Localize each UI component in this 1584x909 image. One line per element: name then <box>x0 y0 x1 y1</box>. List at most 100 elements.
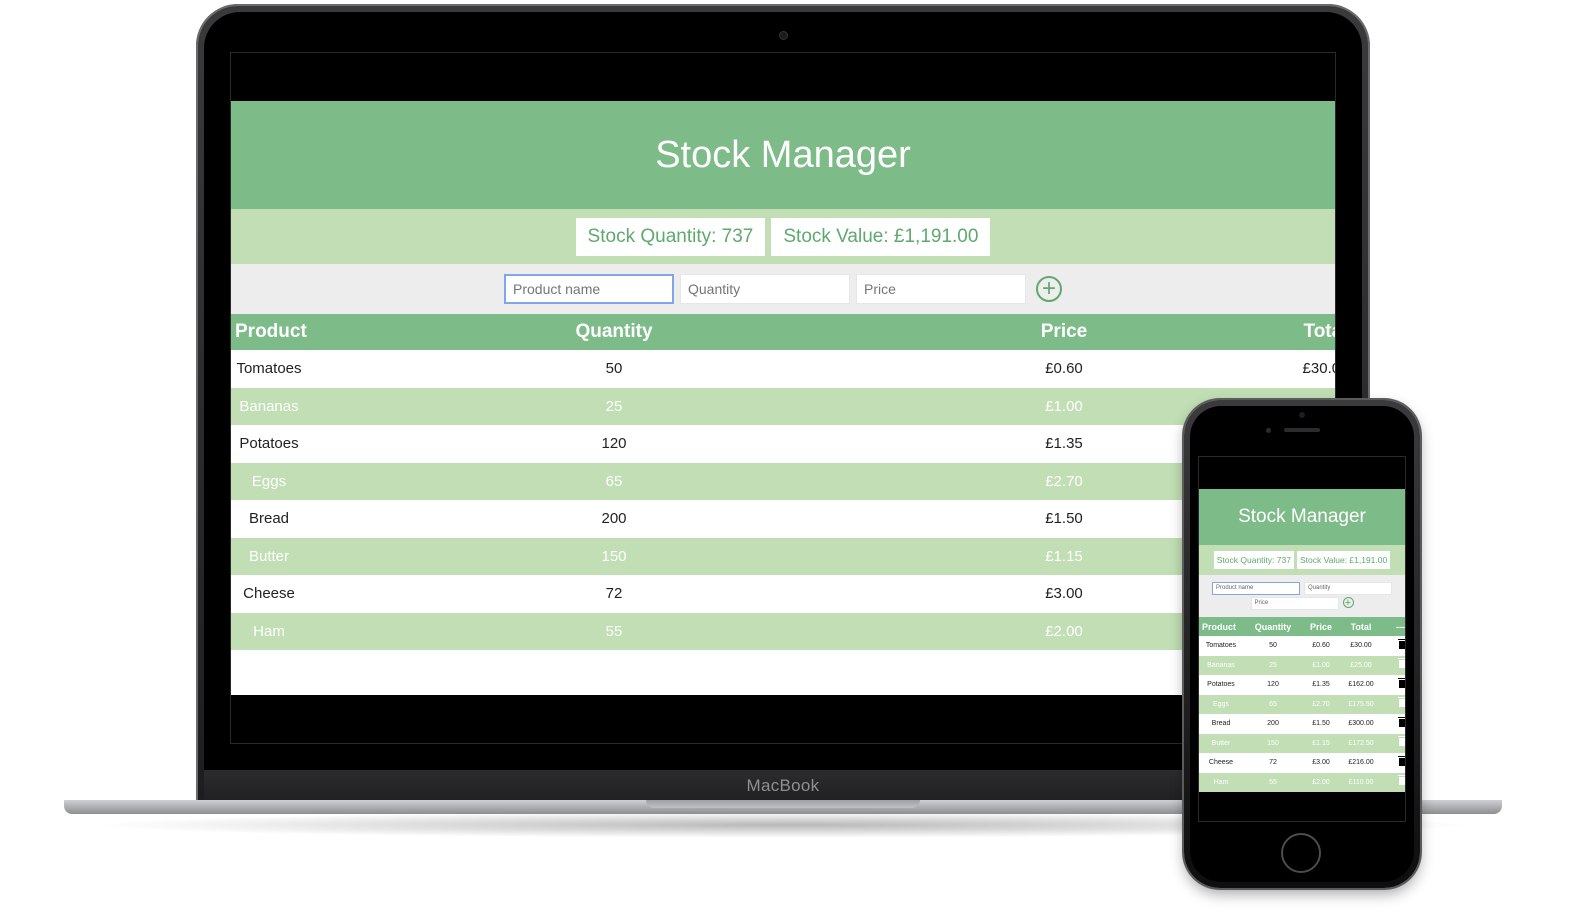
mobile-cell-quantity: 72 <box>1269 759 1277 767</box>
trash-icon <box>1398 775 1405 786</box>
table-row: Tomatoes 50 £0.60 £30.00 <box>231 350 1335 388</box>
mobile-cell-price: £2.00 <box>1303 772 1339 792</box>
product-name-input[interactable] <box>504 274 674 304</box>
mobile-cell-quantity: 25 <box>1243 655 1303 675</box>
mobile-cell-total: £216.00 <box>1348 759 1374 767</box>
mobile-cell-price: £3.00 <box>1312 759 1330 767</box>
cell-product: Ham <box>231 612 307 650</box>
cell-quantity: 200 <box>601 510 627 528</box>
mobile-page-title: Stock Manager <box>1238 506 1366 527</box>
cell-price: £3.00 <box>1045 585 1083 603</box>
mobile-column-header-actions: --- <box>1383 617 1405 636</box>
mobile-stock-manager-app: Stock Manager Stock Quantity: 737 Stock … <box>1199 489 1405 792</box>
column-header-price: Price <box>921 314 1207 350</box>
plus-circle-icon: + <box>1344 597 1352 609</box>
mobile-cell-quantity: 120 <box>1267 681 1279 689</box>
cell-quantity: 65 <box>307 462 921 500</box>
mobile-cell-price: £1.35 <box>1312 681 1330 689</box>
mobile-product-name-input[interactable]: Product name <box>1212 582 1300 595</box>
mobile-table-row: Ham 55 £2.00 £110.00 <box>1199 772 1405 792</box>
plus-circle-icon: + <box>1041 275 1056 302</box>
mobile-stats-bar: Stock Quantity: 737 Stock Value: £1,191.… <box>1199 545 1405 575</box>
cell-price: £2.70 <box>921 462 1207 500</box>
price-input[interactable] <box>856 274 1026 304</box>
app-header: Stock Manager <box>231 101 1335 209</box>
mobile-delete-button[interactable] <box>1383 772 1405 792</box>
mobile-table-row: Cheese 72 £3.00 £216.00 <box>1199 753 1405 773</box>
mobile-delete-button[interactable] <box>1383 733 1405 753</box>
quantity-input[interactable] <box>680 274 850 304</box>
phone-home-button[interactable] <box>1281 833 1321 873</box>
mobile-cell-total: £25.00 <box>1339 655 1383 675</box>
mobile-cell-price: £0.60 <box>1312 642 1330 650</box>
mobile-cell-quantity: 200 <box>1267 720 1279 728</box>
mobile-delete-button[interactable] <box>1383 694 1405 714</box>
mobile-table-row: Butter 150 £1.15 £172.50 <box>1199 733 1405 753</box>
cell-product: Eggs <box>231 462 307 500</box>
cell-quantity: 50 <box>605 360 623 378</box>
mobile-add-product-button[interactable]: + <box>1342 597 1354 609</box>
mobile-cell-product: Bananas <box>1199 655 1243 675</box>
mobile-delete-button[interactable] <box>1383 675 1405 695</box>
laptop-screen: Stock Manager Stock Quantity: 737 Stock … <box>230 52 1336 744</box>
mobile-cell-product: Tomatoes <box>1205 642 1237 650</box>
cell-quantity: 72 <box>605 585 623 603</box>
phone-front-camera <box>1299 412 1305 418</box>
cell-product: Butter <box>231 537 307 575</box>
table-header-row: Product Quantity Price Total --- <box>231 314 1335 350</box>
mobile-cell-product: Cheese <box>1208 759 1234 767</box>
stock-table-grid: Product Quantity Price Total --- Tomatoe… <box>231 314 1335 650</box>
mobile-table-row: Tomatoes 50 £0.60 £30.00 <box>1199 636 1405 656</box>
phone-screen: Stock Manager Stock Quantity: 737 Stock … <box>1198 456 1406 822</box>
laptop-chin <box>204 770 1362 802</box>
phone-speaker <box>1284 428 1320 432</box>
add-product-button[interactable]: + <box>1036 276 1062 302</box>
phone-sensor <box>1266 428 1271 433</box>
mobile-cell-total: £172.50 <box>1339 733 1383 753</box>
cell-quantity: 150 <box>307 537 921 575</box>
mobile-delete-button[interactable] <box>1383 636 1405 656</box>
column-header-product: Product <box>231 314 307 350</box>
mobile-column-header-quantity: Quantity <box>1243 617 1303 636</box>
trash-icon <box>1398 755 1405 766</box>
mobile-delete-button[interactable] <box>1383 655 1405 675</box>
mobile-cell-total: £162.00 <box>1348 681 1374 689</box>
mobile-quantity-input[interactable]: Quantity <box>1304 582 1392 595</box>
cell-price: £0.60 <box>1045 360 1083 378</box>
stock-quantity-badge: Stock Quantity: 737 <box>575 217 766 256</box>
mobile-column-header-total: Total <box>1339 617 1383 636</box>
cell-product: Cheese <box>243 585 295 603</box>
mobile-delete-button[interactable] <box>1383 753 1405 773</box>
mobile-cell-quantity: 50 <box>1269 642 1277 650</box>
mobile-cell-total: £300.00 <box>1348 720 1374 728</box>
mobile-app-header: Stock Manager <box>1199 489 1405 545</box>
device-label: MacBook <box>746 776 820 795</box>
mobile-price-input[interactable]: Price <box>1250 597 1339 610</box>
mobile-stock-table: Product Quantity Price Total --- Tomatoe… <box>1199 617 1405 792</box>
column-header-quantity: Quantity <box>307 314 921 350</box>
mobile-cell-product: Bread <box>1211 720 1231 728</box>
mobile-table-row: Eggs 65 £2.70 £175.50 <box>1199 694 1405 714</box>
page-title: Stock Manager <box>655 133 911 176</box>
cell-product: Tomatoes <box>236 360 302 378</box>
mobile-table-row: Bread 200 £1.50 £300.00 <box>1199 714 1405 734</box>
mobile-cell-product: Butter <box>1199 733 1243 753</box>
add-product-form: + <box>231 264 1335 314</box>
cell-quantity: 25 <box>307 387 921 425</box>
mobile-delete-button[interactable] <box>1383 714 1405 734</box>
trash-icon <box>1398 658 1405 669</box>
cell-product: Bananas <box>231 387 307 425</box>
mobile-cell-price: £1.15 <box>1303 733 1339 753</box>
cell-product: Bread <box>248 510 290 528</box>
cell-quantity: 120 <box>601 435 627 453</box>
mobile-stock-value-badge: Stock Value: £1,191.00 <box>1296 551 1391 569</box>
mobile-add-product-form: Product name Quantity Price + <box>1199 575 1405 617</box>
trash-icon <box>1398 697 1405 708</box>
mobile-cell-total: £30.00 <box>1350 642 1372 650</box>
